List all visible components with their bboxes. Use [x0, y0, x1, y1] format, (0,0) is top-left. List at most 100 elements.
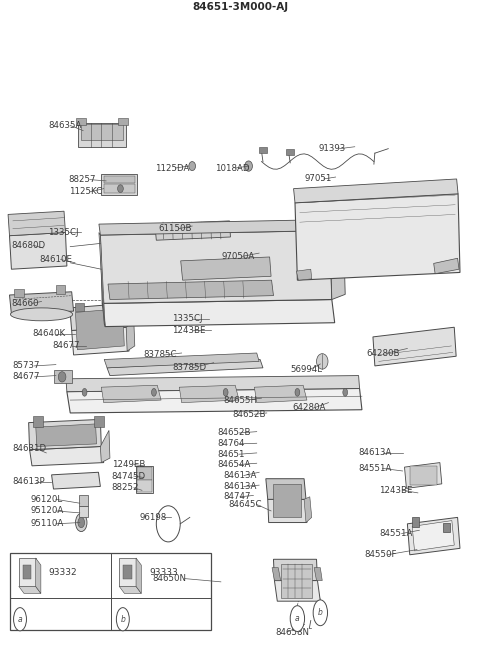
Ellipse shape: [152, 388, 156, 396]
Text: 64280A: 64280A: [293, 403, 326, 412]
Polygon shape: [19, 586, 41, 593]
Ellipse shape: [75, 514, 87, 532]
Ellipse shape: [82, 388, 87, 396]
Bar: [281, 564, 312, 598]
Ellipse shape: [11, 308, 72, 321]
Text: 84677: 84677: [13, 373, 40, 381]
Polygon shape: [405, 463, 442, 488]
Polygon shape: [30, 446, 104, 466]
Text: b: b: [318, 608, 323, 617]
Text: 84551A: 84551A: [359, 464, 392, 473]
Text: 91393: 91393: [319, 144, 346, 153]
Text: 1018AD: 1018AD: [215, 164, 250, 173]
Polygon shape: [272, 567, 281, 580]
Text: 96198: 96198: [140, 513, 167, 522]
Bar: [23, 565, 31, 579]
Bar: [79, 506, 88, 518]
Polygon shape: [99, 219, 330, 235]
Ellipse shape: [290, 606, 304, 631]
Text: 96120L: 96120L: [31, 495, 63, 504]
Bar: [104, 176, 135, 184]
Polygon shape: [100, 430, 110, 463]
Text: 83785C: 83785C: [144, 351, 177, 360]
Text: 84631D: 84631D: [13, 444, 47, 453]
Polygon shape: [126, 322, 135, 351]
Ellipse shape: [116, 608, 129, 631]
Polygon shape: [70, 303, 127, 331]
Text: 88257: 88257: [69, 175, 96, 184]
Polygon shape: [136, 558, 141, 593]
Text: 83785D: 83785D: [172, 364, 206, 372]
Text: 84651: 84651: [217, 450, 245, 459]
Text: 1125DA: 1125DA: [155, 164, 189, 173]
Bar: [94, 415, 104, 427]
Bar: [76, 118, 86, 126]
Bar: [79, 495, 88, 506]
Text: 64280B: 64280B: [367, 349, 400, 358]
Bar: [273, 484, 301, 518]
Bar: [120, 303, 128, 311]
Polygon shape: [8, 211, 65, 236]
Text: 85737: 85737: [13, 362, 40, 370]
Text: 84613A: 84613A: [359, 448, 392, 457]
Text: 84610E: 84610E: [39, 255, 72, 264]
Ellipse shape: [245, 161, 252, 171]
Text: b: b: [120, 615, 125, 624]
Polygon shape: [297, 269, 312, 280]
Polygon shape: [294, 179, 458, 203]
Text: 84680D: 84680D: [12, 241, 46, 250]
Polygon shape: [100, 230, 332, 303]
Text: 84650N: 84650N: [152, 574, 186, 583]
Text: 93332: 93332: [48, 567, 77, 576]
Polygon shape: [314, 567, 322, 580]
Polygon shape: [275, 580, 320, 601]
Bar: [136, 466, 153, 493]
Text: 95120A: 95120A: [31, 507, 64, 516]
Bar: [123, 565, 132, 579]
Bar: [286, 149, 294, 155]
Polygon shape: [36, 558, 41, 593]
Polygon shape: [72, 327, 129, 355]
Polygon shape: [75, 309, 124, 350]
Polygon shape: [107, 360, 263, 375]
Bar: [34, 415, 43, 427]
Ellipse shape: [343, 388, 348, 396]
Bar: [104, 184, 135, 193]
Text: 84764: 84764: [217, 439, 245, 448]
Text: 84551A: 84551A: [380, 529, 413, 538]
Polygon shape: [51, 472, 100, 489]
Polygon shape: [10, 292, 73, 314]
Text: 95110A: 95110A: [31, 520, 64, 529]
Text: 84747: 84747: [223, 492, 251, 501]
Bar: [118, 118, 128, 126]
Text: 1249EB: 1249EB: [112, 460, 145, 469]
Polygon shape: [266, 479, 306, 499]
Bar: [19, 558, 36, 586]
Text: 84550F: 84550F: [364, 550, 397, 559]
Bar: [259, 147, 267, 153]
Text: 84658N: 84658N: [276, 628, 310, 637]
Polygon shape: [274, 559, 317, 580]
Polygon shape: [119, 586, 141, 593]
Text: 1335CJ: 1335CJ: [172, 314, 203, 324]
Text: 84654A: 84654A: [217, 460, 251, 469]
Polygon shape: [330, 226, 345, 300]
Text: 97051: 97051: [304, 175, 332, 184]
Polygon shape: [101, 385, 161, 402]
Polygon shape: [304, 497, 312, 523]
Polygon shape: [408, 518, 460, 554]
Bar: [410, 466, 437, 485]
Polygon shape: [433, 258, 459, 274]
Text: 84652B: 84652B: [233, 410, 266, 419]
Polygon shape: [268, 499, 307, 523]
Text: 84635A: 84635A: [48, 121, 82, 130]
Text: 84745D: 84745D: [112, 472, 146, 481]
Text: 88252: 88252: [112, 483, 139, 492]
Ellipse shape: [189, 162, 195, 171]
Polygon shape: [36, 424, 96, 446]
Polygon shape: [295, 194, 460, 280]
Polygon shape: [179, 385, 239, 402]
Text: 93333: 93333: [149, 567, 178, 576]
Ellipse shape: [295, 388, 300, 396]
Bar: [119, 558, 136, 586]
